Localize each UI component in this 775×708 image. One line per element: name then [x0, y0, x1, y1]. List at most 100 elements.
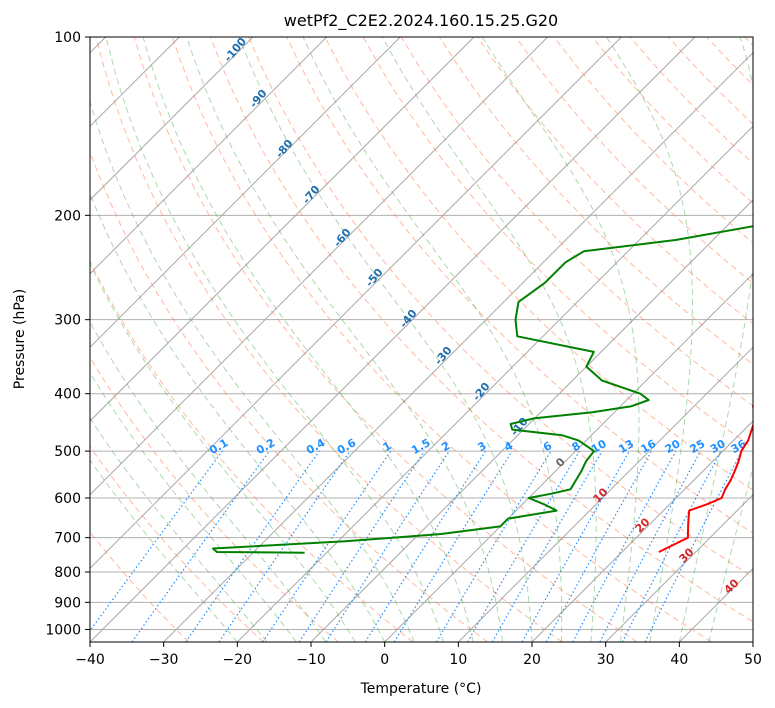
moist-adiabat [238, 37, 533, 642]
x-tick-label: 0 [380, 652, 389, 668]
moist-adiabat [302, 37, 563, 642]
x-tick-label: 50 [744, 652, 762, 668]
y-tick-label: 200 [54, 208, 81, 224]
dry-adiabat-label: -20 [470, 380, 493, 404]
y-axis: 100 200 300 400 500 600 700 800 900 1000 [45, 30, 90, 638]
y-tick-label: 900 [54, 595, 81, 611]
dewpoint-line [212, 225, 753, 554]
dry-adiabat-label: -60 [331, 226, 354, 250]
x-tick-label: −40 [75, 652, 105, 668]
mixing-ratio-label: 20 [663, 437, 683, 456]
mixing-ratio-line [185, 450, 320, 642]
dry-adiabat [90, 445, 264, 642]
mixing-ratio-line [545, 450, 653, 642]
y-tick-label: 800 [54, 565, 81, 581]
isotherm-line [90, 37, 328, 275]
moist-adiabat-label: 30 [677, 545, 697, 565]
mixing-ratio-label: 4 [502, 439, 515, 454]
x-tick-label: 40 [670, 652, 688, 668]
dry-adiabat [248, 37, 753, 578]
background-lines [90, 37, 753, 642]
x-axis: −40 −30 −20 −10 0 10 20 30 40 50 [75, 642, 762, 668]
dry-adiabat [706, 37, 753, 86]
y-axis-title: Pressure (hPa) [12, 289, 28, 389]
mixing-ratio-label: 1 [381, 439, 394, 454]
x-tick-label: −30 [149, 652, 179, 668]
dry-adiabat [90, 150, 488, 642]
mixing-ratio-label: 1.5 [409, 436, 432, 457]
dry-adiabat [133, 37, 638, 642]
moist-adiabat-label: 10 [591, 485, 611, 505]
mixing-ratio-label: 0.6 [335, 436, 359, 457]
x-axis-title: Temperature (°C) [360, 681, 482, 697]
isotherm-line [752, 641, 753, 642]
y-tick-label: 400 [54, 387, 81, 403]
dry-adiabat [90, 259, 414, 642]
dry-adiabat [210, 37, 753, 623]
mixing-ratio-line [644, 450, 743, 642]
dry-adiabat [90, 531, 190, 642]
isotherm-line [457, 346, 753, 642]
mixing-ratio-label: 2 [439, 439, 452, 454]
y-tick-label: 300 [54, 313, 81, 329]
isotherm-line [90, 37, 475, 422]
mixing-ratio-line [572, 450, 677, 642]
isotherm-line [90, 37, 254, 201]
isotherm-line [310, 199, 753, 642]
dry-adiabat [286, 37, 753, 534]
x-tick-label: −20 [223, 652, 253, 668]
dry-adiabat-label: -30 [432, 344, 455, 368]
isotherm-line [678, 567, 753, 642]
dry-adiabat-label: -100 [221, 35, 249, 65]
dry-adiabat [90, 356, 339, 642]
isotherm-line [531, 420, 753, 642]
moist-adiabat [381, 37, 597, 642]
dry-adiabat-label: -80 [273, 137, 296, 161]
y-tick-label: 1000 [45, 622, 81, 638]
moist-adiabat [90, 417, 268, 642]
mixing-ratio-line [521, 450, 631, 642]
dry-adiabat [95, 37, 563, 642]
x-tick-label: 30 [597, 652, 615, 668]
temperature-line [658, 403, 753, 553]
dry-adiabat [171, 37, 712, 642]
dry-adiabat [515, 37, 753, 284]
mixing-ratio-line [262, 450, 392, 642]
x-tick-label: 10 [449, 652, 467, 668]
moist-adiabat [105, 37, 445, 642]
mixing-ratio-label: 13 [616, 437, 636, 456]
y-tick-label: 100 [54, 30, 81, 46]
mixing-ratio-label: 0.2 [254, 436, 277, 457]
y-tick-label: 600 [54, 491, 81, 507]
moist-adiabat [90, 371, 297, 642]
dry-adiabat-label: -40 [397, 307, 420, 331]
dry-adiabat-label: -50 [363, 266, 386, 290]
mixing-ratio-label: 25 [688, 437, 708, 456]
isotherm-line [384, 272, 753, 642]
isotherm-line [236, 125, 753, 642]
dry-adiabat [744, 37, 753, 47]
dry-adiabat [553, 37, 753, 244]
x-tick-label: 20 [523, 652, 541, 668]
mixing-ratio-label: 6 [541, 439, 554, 454]
moist-adiabat [186, 37, 503, 642]
isotherm-line [605, 493, 753, 642]
mixing-ratio-line [325, 450, 450, 642]
mixing-ratio-line [298, 450, 425, 642]
moist-adiabat [90, 321, 327, 642]
moist-adiabat [90, 262, 356, 642]
moist-adiabat [90, 459, 238, 642]
isotherm-line [90, 37, 696, 642]
moist-adiabat [90, 99, 415, 642]
mixing-ratio-line [218, 450, 351, 642]
profile-lines [212, 225, 753, 554]
moist-adiabat-label: 0 [553, 455, 568, 470]
moist-adiabat [90, 192, 386, 642]
moist-adiabat [481, 37, 640, 642]
mixing-ratio-line [364, 450, 486, 642]
dry-adiabat-label: -70 [300, 183, 323, 207]
y-tick-label: 700 [54, 531, 81, 547]
mixing-ratio-label: 30 [708, 437, 728, 456]
x-tick-label: −10 [296, 652, 326, 668]
